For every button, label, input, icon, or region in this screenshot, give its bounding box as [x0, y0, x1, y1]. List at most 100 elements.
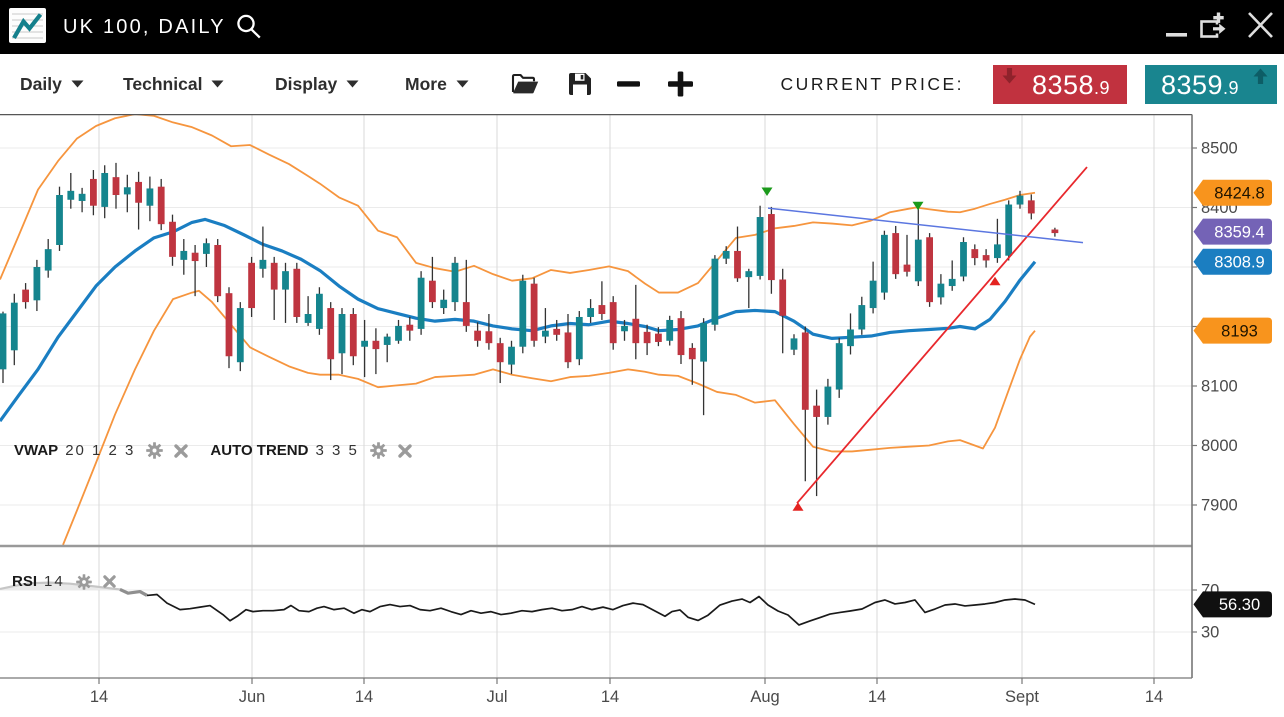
candle — [0, 311, 7, 384]
candle — [575, 311, 583, 366]
candle — [745, 268, 753, 309]
candle — [349, 308, 357, 366]
candle — [598, 281, 606, 320]
candle — [677, 311, 685, 364]
buy-price-value: 8359.9 — [1160, 69, 1240, 100]
vwap-remove-button[interactable] — [174, 443, 189, 458]
candle — [982, 249, 990, 268]
window-title: UK 100, DAILY — [63, 16, 226, 38]
rsi-remove-button[interactable] — [102, 575, 116, 588]
candle — [361, 319, 368, 378]
autotrend-indicator-params: 3 3 5 — [315, 442, 359, 459]
candle — [971, 244, 979, 266]
price-axis-label: 7900 — [1201, 497, 1238, 515]
candle — [530, 277, 538, 347]
vwap-settings-button[interactable] — [146, 442, 164, 459]
autotrend-remove-button[interactable] — [398, 443, 412, 458]
current-price-label: CURRENT PRICE: — [780, 74, 964, 94]
candle — [44, 239, 52, 278]
candle — [135, 171, 142, 230]
chevron-down-icon — [211, 80, 224, 88]
candle — [643, 324, 651, 356]
zoom-out-button[interactable] — [617, 54, 640, 114]
menu-more-label: More — [405, 73, 447, 94]
sell-price-button[interactable]: 8358.9 — [993, 64, 1127, 104]
candle — [542, 308, 549, 344]
svg-text:8193: 8193 — [1221, 322, 1258, 340]
candle — [553, 319, 561, 341]
price-badges: 8424.8 8359.4 8308.9 8193 56.30 — [1193, 179, 1272, 618]
time-axis-label: Aug — [750, 688, 779, 706]
vwap-indicator-params: 20 1 2 3 — [65, 442, 136, 459]
candle — [203, 238, 210, 267]
candle — [78, 187, 86, 213]
rsi-axis-label: 30 — [1201, 624, 1219, 642]
candle — [847, 313, 854, 355]
vwap-upper-band-line — [0, 114, 1036, 294]
candle — [768, 206, 775, 294]
candle — [474, 322, 481, 347]
indicator-legend-row: RSI 14 — [12, 573, 116, 590]
auto-trend-support-line — [796, 166, 1088, 504]
candle — [790, 334, 798, 356]
popout-button[interactable] — [1200, 12, 1226, 38]
candle — [621, 319, 628, 341]
candle — [180, 239, 188, 275]
swing-low-marker — [989, 276, 1001, 286]
chevron-down-icon — [71, 80, 84, 88]
indicator-legend-row: VWAP 20 1 2 3 — [14, 442, 412, 459]
svg-text:56.30: 56.30 — [1219, 596, 1260, 614]
svg-text:8308.9: 8308.9 — [1214, 254, 1264, 272]
price-axis-label: 8000 — [1201, 437, 1238, 455]
candle — [655, 327, 662, 347]
candle — [869, 261, 877, 314]
candle — [485, 314, 493, 350]
minimize-button[interactable] — [1166, 33, 1187, 37]
candle — [1051, 227, 1059, 237]
buy-price-button[interactable]: 8359.9 — [1145, 64, 1277, 104]
swing-high-marker — [761, 187, 773, 196]
candle — [666, 315, 674, 346]
zoom-in-button[interactable] — [668, 54, 693, 114]
window-controls — [1164, 0, 1276, 54]
close-button[interactable] — [1248, 12, 1273, 38]
candle — [609, 296, 617, 350]
candle — [225, 287, 233, 369]
menu-display[interactable]: Display — [275, 54, 359, 114]
menu-technical[interactable]: Technical — [123, 54, 224, 114]
search-button[interactable] — [233, 8, 269, 46]
candle — [22, 283, 29, 309]
arrow-down-icon — [1002, 67, 1017, 83]
menu-more[interactable]: More — [405, 54, 469, 114]
search-icon — [237, 14, 261, 39]
price-axis-label: 8100 — [1201, 378, 1238, 396]
sell-price-value: 8358.9 — [1031, 69, 1111, 100]
candle — [734, 226, 741, 282]
candle — [632, 284, 640, 360]
auto-trend-resistance-line — [767, 207, 1084, 244]
save-chart-button[interactable] — [567, 54, 593, 114]
candle — [372, 328, 380, 375]
candle — [688, 343, 696, 385]
price-axis-label: 8500 — [1201, 140, 1238, 158]
candle — [56, 186, 63, 251]
time-axis-label: Sept — [1005, 688, 1039, 706]
menu-timeframe[interactable]: Daily — [20, 54, 84, 114]
rsi-overbought-fill — [0, 582, 123, 590]
candle — [1005, 200, 1013, 261]
price-gridlines — [0, 147, 1192, 633]
candle — [146, 176, 154, 222]
rsi-settings-button[interactable] — [75, 573, 92, 590]
candle — [259, 226, 267, 278]
open-chart-button[interactable] — [511, 54, 539, 114]
chart-canvas[interactable]: 8500 8400 8100 8000 7900 70 30 14 Jun 14 Jul 14 Aug 1… — [0, 114, 1284, 717]
candle — [835, 337, 843, 398]
candle — [101, 165, 109, 219]
candle — [395, 319, 402, 344]
vwap-indicator-name: VWAP — [14, 442, 59, 459]
candle — [293, 262, 301, 323]
candle — [994, 218, 1001, 263]
autotrend-settings-button[interactable] — [370, 442, 387, 459]
candle — [926, 233, 933, 307]
